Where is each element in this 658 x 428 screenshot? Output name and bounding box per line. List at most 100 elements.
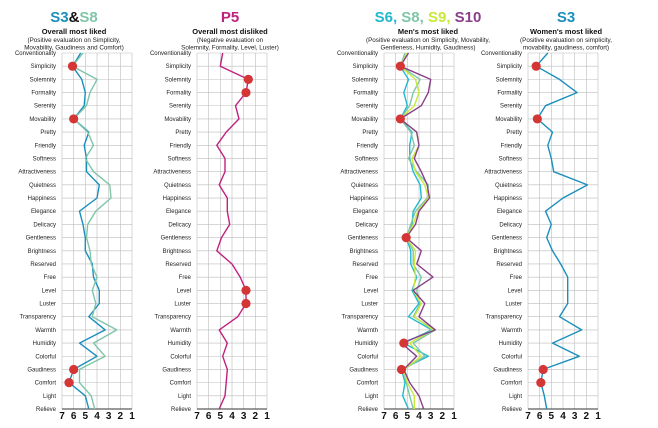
category-label: Relieve (358, 407, 379, 413)
panel-title-part: & (69, 9, 80, 26)
category-label: Luster (361, 302, 378, 308)
category-label: Light (43, 394, 56, 400)
series-line-s8 (399, 52, 436, 410)
category-label: Elegance (166, 209, 192, 215)
category-label: Pretty (175, 130, 191, 136)
category-label: Elegance (497, 209, 523, 215)
category-label: Friendly (357, 143, 378, 149)
category-label: Simplicity (166, 64, 191, 70)
category-label: Delicacy (355, 222, 378, 228)
category-label: Luster (174, 302, 191, 308)
series-line-p5 (216, 52, 250, 410)
highlight-marker (532, 114, 542, 124)
panel-subtitle: movability, gaudiness, comfort) (523, 45, 609, 52)
category-label: Reserved (496, 262, 522, 268)
category-label: Happiness (350, 196, 378, 202)
category-label: Serenity (169, 104, 191, 110)
highlight-marker (399, 338, 409, 348)
category-label: Humidity (355, 341, 378, 347)
category-label: Warmth (35, 328, 56, 334)
category-label: Delicacy (33, 222, 56, 228)
panel-title-part: S8 (79, 9, 97, 26)
category-label: Solemnity (165, 77, 191, 83)
series-line-s3 (68, 52, 106, 410)
tick-label: 6 (393, 411, 399, 422)
highlight-marker (67, 61, 78, 71)
category-label: Attractiveness (18, 170, 56, 176)
tick-label: 5 (549, 411, 555, 422)
chart-3: Conventionality Simplicity Solemnity Formal… (337, 51, 457, 422)
category-label: Warmth (357, 328, 378, 334)
category-label: Happiness (494, 196, 522, 202)
highlight-marker (64, 378, 74, 388)
category-label: Softness (168, 156, 191, 162)
highlight-marker (241, 87, 251, 98)
category-label: Gentleness (492, 236, 522, 242)
category-label: Simplicity (31, 64, 56, 70)
tick-label: 2 (440, 411, 446, 422)
panel-heading: Overall most liked (42, 27, 107, 36)
category-label: Reserved (30, 262, 56, 268)
category-label: Pretty (40, 130, 56, 136)
category-label: Friendly (501, 143, 522, 149)
category-label: Delicacy (168, 222, 191, 228)
panel-heading: Women's most liked (530, 27, 602, 36)
category-label: Simplicity (497, 64, 522, 70)
category-label: Relieve (502, 407, 523, 413)
category-label: Colorful (501, 354, 522, 360)
category-label: Movability (164, 117, 191, 123)
category-label: Colorful (357, 354, 378, 360)
category-label: Gaudiness (349, 367, 378, 373)
category-label: Comfort (357, 381, 379, 387)
category-label: Quietness (495, 183, 522, 189)
category-label: Elegance (31, 209, 57, 215)
tick-label: 4 (416, 411, 422, 422)
tick-label: 2 (118, 411, 124, 422)
category-label: Conventionality (481, 51, 522, 57)
panel-subtitle: Movability, Gaudiness and Comfort) (24, 45, 124, 52)
highlight-marker (69, 364, 79, 375)
category-label: Elegance (353, 209, 379, 215)
category-label: Relieve (36, 407, 57, 413)
category-label: Brightness (28, 249, 56, 255)
category-label: Free (510, 275, 523, 281)
panel-subtitle: (Positive evaluation on Simplicity, (28, 37, 121, 44)
series-line-s3 (535, 52, 589, 410)
highlight-marker (395, 114, 405, 124)
category-label: Happiness (163, 196, 191, 202)
category-label: Comfort (501, 381, 523, 387)
tick-label: 1 (264, 411, 270, 422)
series-line-s9 (399, 52, 434, 409)
category-label: Attractiveness (484, 170, 522, 176)
panel-title-part: S6, (375, 9, 402, 26)
tick-label: 4 (229, 411, 235, 422)
category-label: Formality (166, 91, 191, 97)
tick-label: 6 (537, 411, 543, 422)
category-label: Quietness (351, 183, 378, 189)
category-label: Comfort (170, 381, 192, 387)
category-label: Simplicity (353, 64, 378, 70)
panel-subtitle: (Positive evaluation on Simplicity, Mova… (366, 37, 490, 44)
category-label: Quietness (164, 183, 191, 189)
category-label: Softness (355, 156, 378, 162)
tick-label: 4 (560, 411, 566, 422)
category-label: Solemnity (496, 77, 522, 83)
panel-title-part: S10 (455, 9, 482, 26)
panel-title-part: S9, (428, 9, 455, 26)
category-label: Transparency (342, 315, 378, 321)
panel-title-part: S3 (557, 9, 575, 26)
category-label: Delicacy (499, 222, 522, 228)
category-label: Attractiveness (340, 170, 378, 176)
category-label: Transparency (486, 315, 522, 321)
tick-label: 5 (83, 411, 89, 422)
category-label: Brightness (494, 249, 522, 255)
highlight-marker (243, 74, 253, 84)
tick-label: 3 (428, 411, 434, 422)
category-label: Comfort (35, 381, 57, 387)
category-label: Warmth (170, 328, 191, 334)
series-line-s10 (399, 52, 436, 410)
category-label: Serenity (500, 104, 522, 110)
category-label: Colorful (170, 354, 191, 360)
highlight-marker (395, 61, 405, 71)
